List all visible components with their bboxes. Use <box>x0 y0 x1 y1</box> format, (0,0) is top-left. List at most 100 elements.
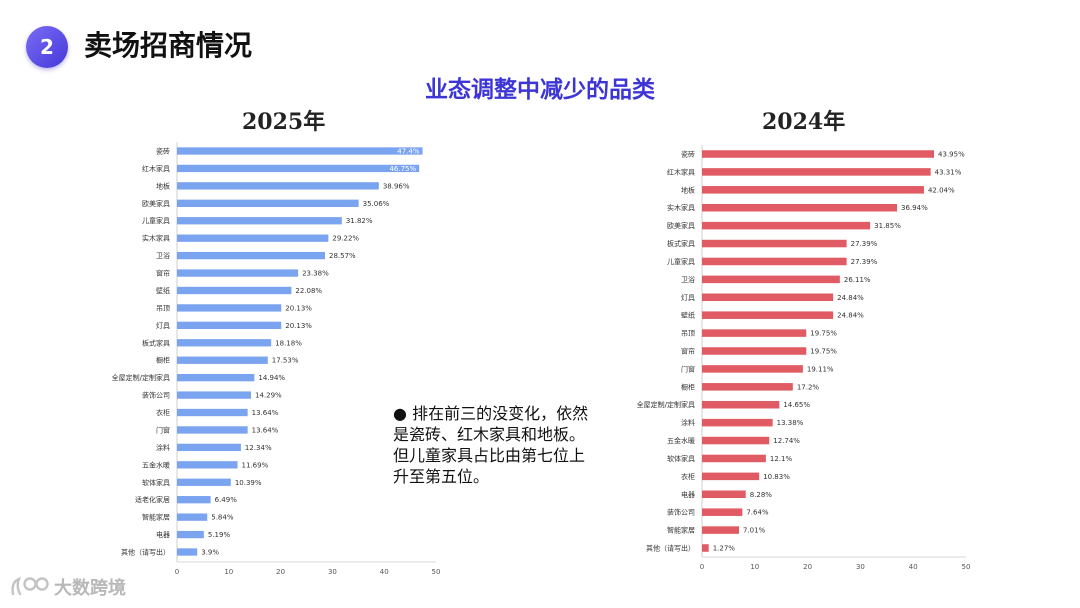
brand-logo: 大数跨境 <box>10 574 126 600</box>
bar-2025 <box>177 513 208 521</box>
data-label-2024: 19.11% <box>807 365 834 373</box>
category-label-2025: 橱柜 <box>156 356 170 365</box>
data-label-2024: 24.84% <box>837 312 864 320</box>
category-label-2024: 装饰公司 <box>667 508 695 517</box>
category-label-2025: 窗帘 <box>156 269 170 278</box>
bar-2024 <box>702 400 780 409</box>
category-label-2024: 五金水暖 <box>667 436 695 445</box>
bar-2024 <box>702 186 924 194</box>
data-label-2024: 19.75% <box>810 330 837 338</box>
category-label-2025: 衣柜 <box>156 408 170 417</box>
bar-2024 <box>702 168 931 176</box>
data-label-2025: 28.57% <box>329 252 356 260</box>
data-label-2024: 8.28% <box>750 491 773 499</box>
data-label-2024: 1.27% <box>713 545 736 553</box>
data-label-2025: 17.53% <box>272 357 299 365</box>
x-tick-label-2025: 40 <box>380 568 389 576</box>
bar-2025 <box>177 251 325 260</box>
x-tick-label-2025: 30 <box>328 568 337 576</box>
category-label-2024: 欧美家具 <box>667 221 695 230</box>
category-label-2025: 智能家居 <box>142 513 170 522</box>
logo-text: 大数跨境 <box>54 578 126 599</box>
bar-2024 <box>702 275 840 284</box>
category-label-2024: 涂料 <box>681 418 695 427</box>
data-label-2024: 43.31% <box>935 168 962 176</box>
bar-2025 <box>177 199 359 207</box>
data-label-2024: 36.94% <box>901 204 928 212</box>
category-label-2024: 橱柜 <box>681 382 695 391</box>
category-label-2025: 实木家具 <box>142 234 170 243</box>
data-label-2024: 12.1% <box>770 455 793 463</box>
data-label-2025: 11.69% <box>242 461 269 469</box>
bar-2024 <box>702 150 935 158</box>
category-label-2024: 卫浴 <box>681 275 695 284</box>
category-label-2025: 适老化家居 <box>135 495 170 504</box>
data-label-2025: 18.18% <box>275 339 302 347</box>
category-label-2024: 实木家具 <box>667 203 695 212</box>
data-label-2024: 27.39% <box>851 240 878 248</box>
bar-2025 <box>177 304 282 312</box>
category-label-2024: 板式家具 <box>667 239 695 248</box>
category-label-2025: 红木家具 <box>142 164 170 173</box>
category-label-2024: 壁纸 <box>681 311 695 320</box>
category-label-2024: 软体家具 <box>667 454 695 463</box>
data-label-2025: 31.82% <box>346 217 373 225</box>
x-tick-label-2025: 50 <box>432 568 441 576</box>
bar-2025 <box>177 548 198 556</box>
category-label-2024: 地板 <box>681 185 695 194</box>
x-tick-label-2025: 0 <box>175 568 179 576</box>
logo-icon <box>11 576 49 596</box>
chart-title-2024: 2024年 <box>762 109 846 135</box>
data-label-2025: 13.64% <box>252 426 279 434</box>
data-label-2025: 46.75% <box>389 165 416 173</box>
bar-2025 <box>177 321 282 330</box>
bar-2024 <box>702 508 743 516</box>
category-label-2024: 儿童家具 <box>667 257 695 266</box>
data-label-2024: 43.95% <box>938 151 965 159</box>
bar-2025 <box>177 182 379 190</box>
x-tick-label-2024: 30 <box>856 563 865 571</box>
bar-2025 <box>177 496 211 504</box>
category-label-2025: 板式家具 <box>142 338 170 347</box>
data-label-2024: 14.65% <box>783 401 810 409</box>
chart-title-2025: 2025年 <box>242 109 326 135</box>
x-tick-label-2024: 50 <box>962 563 971 571</box>
bar-2025 <box>177 356 268 364</box>
data-label-2024: 7.01% <box>743 527 766 535</box>
x-tick-label-2025: 10 <box>224 568 233 576</box>
bar-2025 <box>177 234 329 242</box>
category-label-2025: 涂料 <box>156 443 170 452</box>
bar-2024 <box>702 365 803 373</box>
data-label-2024: 17.2% <box>797 383 820 391</box>
category-label-2025: 地板 <box>156 181 170 190</box>
bar-2024 <box>702 544 709 552</box>
bar-2025 <box>177 217 342 225</box>
x-tick-label-2024: 20 <box>803 563 812 571</box>
bar-2024 <box>702 329 807 337</box>
category-label-2025: 卫浴 <box>156 251 170 260</box>
data-label-2025: 20.13% <box>285 322 312 330</box>
bar-2024 <box>702 383 793 391</box>
category-label-2025: 吊顶 <box>156 304 170 312</box>
category-label-2025: 全屋定制/定制家具 <box>112 373 170 382</box>
category-label-2025: 瓷砖 <box>156 147 170 156</box>
data-label-2025: 5.84% <box>211 514 234 522</box>
category-label-2025: 装饰公司 <box>142 391 170 400</box>
analysis-note: ● 排在前三的没变化，依然是瓷砖、红木家具和地板。但儿童家具占比由第七位上升至第… <box>393 403 593 487</box>
bar-2025 <box>177 426 248 434</box>
category-label-2025: 五金水暖 <box>142 460 170 469</box>
category-label-2024: 瓷砖 <box>681 150 695 159</box>
data-label-2024: 31.85% <box>874 222 901 230</box>
data-label-2024: 13.38% <box>777 419 804 427</box>
bar-2024 <box>702 472 760 481</box>
category-label-2024: 衣柜 <box>681 472 695 481</box>
bar-2025 <box>177 461 238 469</box>
bar-2025 <box>177 408 248 417</box>
bullet-icon: ● <box>393 404 407 423</box>
category-label-2025: 儿童家具 <box>142 216 170 225</box>
page-title: 卖场招商情况 <box>84 29 253 62</box>
bar-2024 <box>702 490 746 499</box>
bar-2025 <box>177 373 255 382</box>
data-label-2025: 23.38% <box>302 270 329 278</box>
